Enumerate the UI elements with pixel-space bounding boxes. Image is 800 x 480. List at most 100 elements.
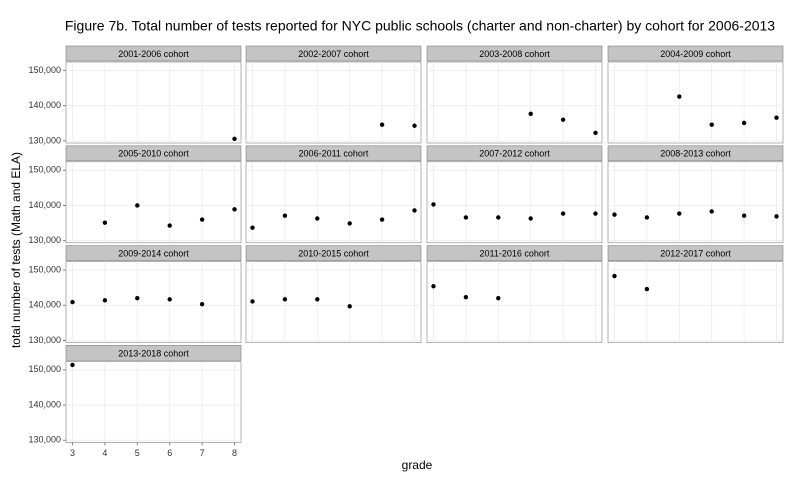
strip-label: 2007-2012 cohort bbox=[479, 149, 550, 159]
point bbox=[102, 220, 108, 225]
point bbox=[347, 304, 352, 309]
point bbox=[379, 122, 385, 127]
strip-label: 2012-2017 cohort bbox=[660, 248, 731, 258]
panel bbox=[245, 61, 422, 144]
strip bbox=[65, 245, 242, 261]
strip-label: 2010-2015 cohort bbox=[298, 248, 369, 258]
point bbox=[70, 299, 75, 305]
strip bbox=[65, 345, 242, 361]
strip-label: 2004-2009 cohort bbox=[660, 49, 731, 59]
strip bbox=[607, 245, 784, 261]
point bbox=[167, 297, 172, 302]
panel bbox=[607, 61, 784, 144]
x-tick-label: 6 bbox=[167, 448, 172, 458]
y-tick-label: 130,000 bbox=[28, 335, 61, 345]
strip-label: 2011-2016 cohort bbox=[480, 248, 550, 258]
point bbox=[282, 297, 288, 302]
strip bbox=[245, 45, 422, 62]
strip bbox=[65, 45, 242, 62]
y-tick-label: 130,000 bbox=[28, 235, 61, 245]
strip-label: 2013-2018 cohort bbox=[118, 348, 189, 358]
point bbox=[232, 136, 237, 141]
x-tick-label: 4 bbox=[102, 448, 107, 458]
strip bbox=[607, 145, 784, 162]
x-axis-label: grade bbox=[402, 458, 433, 472]
point bbox=[677, 94, 682, 99]
point bbox=[199, 302, 205, 307]
point bbox=[282, 213, 288, 218]
strip bbox=[245, 145, 422, 162]
point bbox=[250, 299, 255, 304]
point bbox=[741, 213, 747, 218]
point bbox=[612, 273, 617, 279]
x-tick-label: 8 bbox=[232, 448, 237, 458]
panel bbox=[65, 61, 242, 144]
point bbox=[677, 211, 682, 216]
y-axis-label: total number of tests (Math and ELA) bbox=[9, 152, 23, 348]
x-tick-label: 7 bbox=[200, 448, 205, 458]
point bbox=[70, 362, 75, 368]
strip-label: 2002-2007 cohort bbox=[298, 49, 369, 59]
y-tick-label: 140,000 bbox=[28, 300, 61, 310]
y-tick-label: 150,000 bbox=[28, 165, 61, 175]
point bbox=[528, 216, 533, 221]
point bbox=[102, 298, 108, 303]
strip bbox=[607, 45, 784, 62]
x-tick-label: 5 bbox=[135, 448, 140, 458]
y-tick-label: 130,000 bbox=[28, 435, 61, 445]
point bbox=[644, 215, 650, 220]
point bbox=[412, 123, 417, 128]
point bbox=[560, 211, 566, 216]
strip-label: 2008-2013 cohort bbox=[660, 149, 731, 159]
strip bbox=[245, 245, 422, 261]
x-tick-label: 3 bbox=[70, 448, 75, 458]
point bbox=[463, 215, 469, 220]
point bbox=[774, 214, 779, 219]
point bbox=[593, 211, 598, 216]
point bbox=[379, 217, 385, 222]
point bbox=[315, 216, 320, 221]
strip-label: 2006-2011 cohort bbox=[299, 149, 369, 159]
strip-label: 2003-2008 cohort bbox=[479, 49, 550, 59]
panel bbox=[65, 161, 242, 244]
panel bbox=[607, 161, 784, 244]
strip-label: 2001-2006 cohort bbox=[118, 49, 189, 59]
y-tick-label: 150,000 bbox=[28, 65, 61, 75]
point bbox=[463, 294, 469, 300]
panel bbox=[245, 261, 422, 343]
point bbox=[199, 217, 205, 222]
point bbox=[709, 122, 714, 127]
panel bbox=[245, 161, 422, 244]
point bbox=[774, 115, 779, 120]
strip bbox=[65, 145, 242, 162]
point bbox=[135, 296, 140, 301]
y-tick-label: 140,000 bbox=[28, 100, 61, 110]
point bbox=[709, 209, 714, 214]
point bbox=[593, 130, 598, 135]
y-tick-label: 150,000 bbox=[28, 364, 61, 374]
panel bbox=[65, 361, 242, 443]
point bbox=[232, 207, 237, 212]
point bbox=[644, 286, 650, 292]
strip-label: 2009-2014 cohort bbox=[118, 248, 189, 258]
panel bbox=[65, 261, 242, 343]
y-tick-label: 150,000 bbox=[28, 264, 61, 274]
chart-title: Figure 7b. Total number of tests reporte… bbox=[65, 18, 775, 34]
point bbox=[431, 284, 436, 289]
strip bbox=[426, 45, 603, 62]
strip bbox=[426, 145, 603, 162]
point bbox=[412, 208, 417, 213]
point bbox=[135, 203, 140, 208]
panel bbox=[607, 261, 784, 343]
y-tick-label: 130,000 bbox=[28, 135, 61, 145]
point bbox=[431, 202, 436, 207]
y-tick-label: 140,000 bbox=[28, 200, 61, 210]
point bbox=[250, 225, 255, 230]
point bbox=[315, 297, 320, 302]
point bbox=[612, 212, 617, 217]
panel bbox=[426, 161, 603, 244]
point bbox=[347, 221, 352, 226]
strip-label: 2005-2010 cohort bbox=[118, 149, 189, 159]
point bbox=[496, 215, 501, 220]
